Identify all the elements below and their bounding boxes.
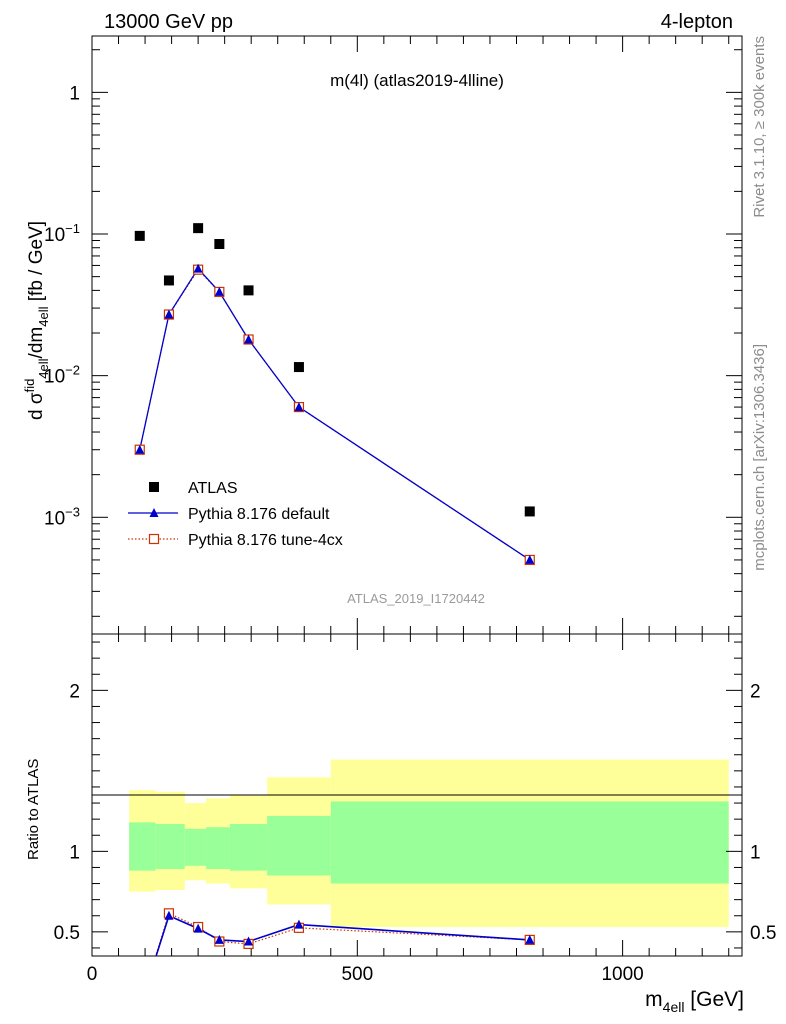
- legend-atlas-marker: [149, 482, 159, 492]
- main-y-tick-label: 10−1: [44, 221, 80, 246]
- main-y-tick-base: 10: [44, 508, 65, 529]
- ratio-y-tick-labels: 0.5 0.5 1 1 2 2: [54, 681, 777, 944]
- atlas-point: [214, 239, 225, 250]
- legend: ATLAS Pythia 8.176 default Pythia 8.176 tu…: [128, 480, 343, 549]
- ratio-default-point: [214, 934, 224, 944]
- ratio-default-point: [193, 923, 203, 933]
- ratio-band-inner: [206, 827, 230, 870]
- main-y-tick-exponent: −1: [65, 221, 80, 236]
- x-tick-label: 1000: [601, 964, 643, 985]
- main-tick-marks: [91, 36, 742, 634]
- atlas-point: [243, 285, 254, 296]
- main-y-label-part: d σ: [26, 392, 47, 420]
- main-y-tick-label: 10−3: [44, 504, 80, 529]
- ratio-y-tick-label-right: 1: [750, 842, 761, 863]
- main-y-tick-base: 10: [44, 225, 65, 246]
- default-point: [214, 286, 224, 296]
- x-axis-label: m4ell [GeV]: [645, 988, 744, 1015]
- ratio-y-tick-label-right: 0.5: [750, 923, 776, 944]
- ratio-default-point: [244, 936, 254, 946]
- header-process-label: 4-lepton: [661, 11, 733, 33]
- default-point: [525, 554, 535, 564]
- main-y-tick-base: 1: [69, 83, 80, 104]
- legend-tune-marker: [148, 533, 160, 545]
- x-label-part: [GeV]: [684, 988, 744, 1011]
- ratio-band-inner: [184, 828, 207, 866]
- main-y-label-part: 4ell: [36, 306, 51, 326]
- legend-entry-label: ATLAS: [188, 480, 238, 497]
- default-point: [244, 334, 254, 344]
- plot-title: m(4l) (atlas2019-4lline): [330, 71, 504, 90]
- ratio-uncertainty-bands: [129, 759, 729, 928]
- ratio-y-tick-label-left: 1: [69, 842, 80, 863]
- ratio-default-point: [525, 934, 535, 944]
- x-label-subscript: 4ell: [663, 999, 685, 1015]
- watermark-label: ATLAS_2019_I1720442: [347, 591, 485, 606]
- main-y-label-part: [fb / GeV]: [26, 221, 47, 307]
- ratio-band-inner: [155, 823, 185, 870]
- ratio-default-point: [164, 910, 174, 920]
- ratio-default-point: [294, 919, 304, 929]
- main-panel: 110−110−210−3 m(4l) (atlas2019-4lline) A…: [22, 35, 743, 635]
- x-label-part: m: [645, 988, 663, 1011]
- legend-entry-label: Pythia 8.176 default: [188, 506, 330, 523]
- ratio-series-group: [155, 908, 535, 956]
- ratio-y-axis-label: Ratio to ATLAS: [25, 759, 42, 860]
- main-y-tick-exponent: −2: [65, 363, 80, 378]
- x-tick-labels: 0 500 1000: [87, 964, 644, 985]
- main-y-tick-label: 1: [69, 83, 80, 104]
- main-y-label-part: /dm: [26, 327, 47, 359]
- atlas-point: [163, 275, 174, 286]
- ratio-panel: 0.5 0.5 1 1 2 2 0 500 1000 Ratio to ATLAS m4ell…: [25, 633, 777, 1015]
- side-label-rivet: Rivet 3.1.10, ≥ 300k events: [751, 36, 768, 218]
- main-y-label-part: 4ell: [36, 358, 51, 378]
- main-y-tick-base: 10: [44, 367, 65, 388]
- ratio-band-inner: [229, 823, 268, 871]
- default-point: [294, 402, 304, 412]
- main-y-axis-label: d σfid4ell/dm4ell [fb / GeV]: [22, 221, 51, 420]
- atlas-point: [524, 506, 535, 517]
- atlas-point: [293, 362, 304, 373]
- legend-default-marker: [149, 508, 159, 517]
- atlas-point: [193, 223, 204, 234]
- header-energy-label: 13000 GeV pp: [104, 11, 233, 33]
- ratio-clipped-series: [155, 908, 535, 956]
- ratio-tick-marks: [91, 634, 742, 956]
- ratio-band-inner: [330, 801, 729, 884]
- ratio-y-tick-label-left: 2: [69, 681, 80, 702]
- main-y-tick-exponent: −3: [65, 504, 80, 519]
- main-y-tick-labels: 110−110−210−3: [44, 83, 80, 529]
- ratio-band-inner: [129, 822, 156, 871]
- default-point: [135, 444, 145, 454]
- default-point: [193, 263, 203, 273]
- main-y-label-part: fid: [22, 379, 37, 393]
- ratio-band-inner: [267, 815, 331, 876]
- x-tick-label: 500: [341, 964, 373, 985]
- default-point: [164, 309, 174, 319]
- x-tick-label: 0: [87, 964, 98, 985]
- atlas-point: [134, 230, 145, 241]
- side-label-mcplots: mcplots.cern.ch [arXiv:1306.3436]: [751, 344, 768, 571]
- main-series-group: [134, 223, 535, 566]
- main-y-tick-label: 10−2: [44, 363, 80, 388]
- legend-entry-label: Pythia 8.176 tune-4cx: [188, 532, 343, 549]
- ratio-y-tick-label-left: 0.5: [54, 923, 80, 944]
- ratio-y-tick-label-right: 2: [750, 681, 761, 702]
